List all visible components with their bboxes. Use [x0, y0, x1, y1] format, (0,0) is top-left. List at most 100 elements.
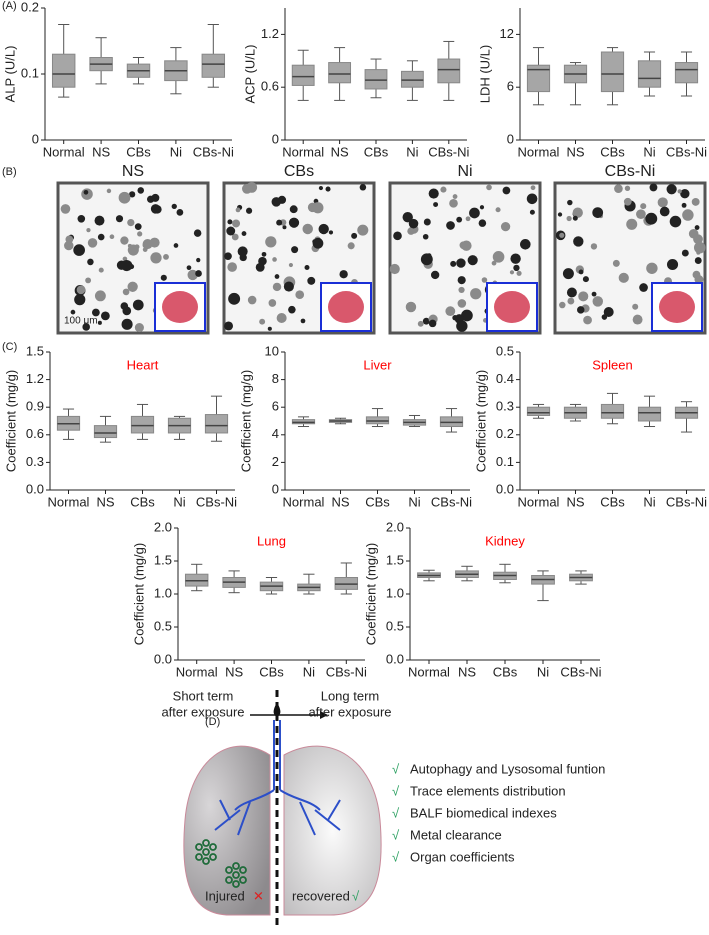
x-tick-label: Ni	[406, 144, 418, 159]
tissue	[402, 211, 413, 223]
tissue	[408, 218, 419, 229]
tissue	[659, 206, 670, 217]
tissue	[681, 202, 687, 208]
status-label: Injured	[205, 888, 245, 903]
tissue	[502, 186, 511, 195]
tissue	[134, 223, 142, 231]
tissue	[456, 216, 463, 223]
y-tick-label: 0.2	[21, 0, 39, 14]
tissue	[359, 183, 367, 191]
tissue	[232, 219, 241, 228]
tissue	[73, 244, 85, 256]
x-tick-label: CBs-Ni	[326, 664, 367, 679]
tissue	[645, 212, 658, 225]
y-axis-label: Coefficient (mg/g)	[3, 370, 18, 472]
y-tick-label: 10	[265, 343, 279, 358]
tissue	[122, 306, 132, 316]
tissue	[132, 299, 144, 311]
panel-label: (B)	[2, 166, 17, 178]
x-tick-label: NS	[331, 144, 349, 159]
tissue	[87, 238, 98, 248]
x-tick-label: NS	[225, 664, 243, 679]
tissue	[86, 228, 91, 233]
particle	[232, 880, 240, 888]
tissue	[224, 252, 232, 261]
check: √	[392, 783, 400, 798]
tissue	[224, 321, 234, 331]
tissue	[146, 195, 155, 203]
y-tick-label: 0.6	[261, 79, 279, 94]
tissue	[247, 295, 257, 305]
chart-title: Spleen	[592, 357, 632, 372]
tissue	[623, 197, 632, 206]
tissue	[423, 218, 431, 226]
tissue	[636, 209, 646, 220]
tissue	[98, 267, 104, 273]
tissue	[691, 197, 700, 206]
y-axis-label: ACP (U/L)	[242, 45, 257, 104]
y-tick-label: 2	[272, 454, 279, 469]
tissue	[267, 326, 272, 331]
tissue	[60, 204, 71, 214]
y-axis-label: ALP (U/L)	[2, 46, 17, 103]
tissue	[694, 225, 700, 230]
particle	[202, 857, 210, 865]
y-tick-label: 0.0	[496, 481, 514, 496]
y-tick-label: 1.2	[26, 371, 44, 386]
lung-photo	[494, 291, 530, 323]
x-tick-label: CBs-Ni	[431, 494, 472, 509]
x-tick-label: CBs	[365, 494, 390, 509]
box	[526, 64, 551, 93]
tissue	[276, 312, 287, 324]
tissue	[389, 263, 400, 275]
tissue	[127, 218, 135, 227]
box	[674, 62, 699, 84]
x-tick-label: NS	[96, 494, 114, 509]
tissue	[127, 281, 138, 292]
x-tick-label: Normal	[43, 144, 85, 159]
lung-diagram	[183, 690, 382, 928]
tissue	[74, 294, 86, 306]
y-tick-label: 1.0	[386, 585, 404, 600]
finding: BALF biomedical indexes	[410, 805, 557, 820]
image-title: NS	[122, 163, 144, 180]
tissue	[226, 226, 236, 236]
x-tick-label: CBs	[364, 144, 389, 159]
tissue	[601, 314, 608, 320]
tissue	[228, 292, 241, 305]
tissue	[688, 228, 699, 239]
x-tick-label: CBs	[600, 144, 625, 159]
x-tick-label: Normal	[176, 664, 218, 679]
tissue	[186, 265, 192, 271]
tissue	[85, 277, 92, 284]
tissue	[626, 218, 638, 230]
y-tick-label: 12	[500, 26, 514, 41]
y-tick-label: 1.2	[261, 26, 279, 41]
x-tick-label: Normal	[48, 494, 90, 509]
finding: Autophagy and Lysosomal funtion	[410, 761, 605, 776]
tissue	[530, 185, 536, 191]
box	[637, 406, 662, 422]
tissue	[510, 253, 521, 264]
tissue	[456, 258, 466, 268]
tissue	[87, 258, 94, 266]
tissue	[452, 194, 458, 199]
particle	[232, 862, 240, 870]
x-tick-label: NS	[92, 144, 110, 159]
tissue	[289, 205, 298, 214]
lung-photo	[162, 291, 198, 323]
y-axis-label: Coefficient (mg/g)	[363, 543, 378, 645]
tissue	[457, 276, 466, 285]
finding: Organ coefficients	[410, 849, 515, 864]
tissue	[137, 187, 145, 194]
y-tick-label: 2.0	[386, 519, 404, 534]
tissue	[583, 315, 592, 325]
histology-image	[553, 181, 707, 335]
box	[51, 53, 76, 88]
tissue	[422, 233, 429, 240]
tissue	[417, 320, 424, 327]
particle	[195, 853, 203, 861]
x-tick-label: Ni	[643, 494, 655, 509]
y-axis-label: Coefficient (mg/g)	[473, 370, 488, 472]
check: √	[392, 761, 400, 776]
